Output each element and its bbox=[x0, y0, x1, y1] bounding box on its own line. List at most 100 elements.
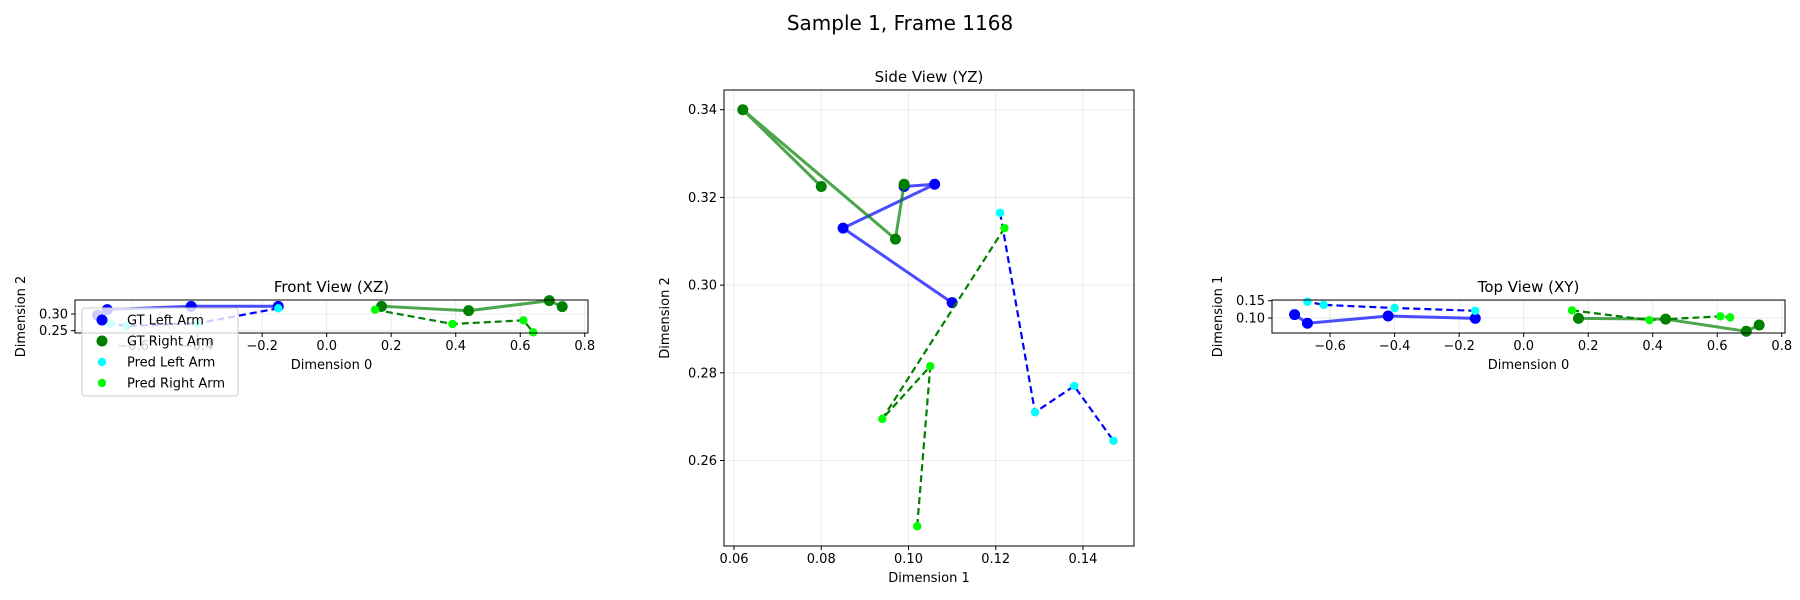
side-view-pred-right-arm-line bbox=[881, 227, 1006, 527]
front-view-pred-right-arm-line bbox=[374, 308, 535, 333]
side-view-pred-left-arm-point bbox=[1109, 436, 1118, 445]
legend-label-gt-left-arm: GT Left Arm bbox=[127, 314, 204, 329]
front-view-gt-right-arm-line bbox=[381, 299, 563, 313]
side-view-pred-right-arm-point bbox=[1000, 223, 1009, 233]
top-view-gt-left-arm-point bbox=[1301, 317, 1313, 329]
front-view-xtick-label: 0.2 bbox=[381, 339, 402, 354]
legend: GT Left Arm GT Right Arm Pred Left Arm Pred… bbox=[81, 307, 239, 397]
side-view-ytick-label: 0.30 bbox=[688, 279, 717, 294]
figure-title: Sample 1, Frame 1168 bbox=[787, 11, 1013, 35]
side-view-title: Side View (YZ) bbox=[875, 68, 984, 86]
top-view-ytick-label: 0.15 bbox=[1236, 294, 1265, 309]
side-view-gt-right-arm-point bbox=[737, 104, 749, 116]
side-view-panel: 0.06 0.08 0.10 0.12 0.14 0.26 0.28 0.30 0.32 0.34… bbox=[658, 68, 1135, 586]
top-view-gt-right-arm-point bbox=[1573, 312, 1585, 324]
side-view-axes-frame bbox=[723, 89, 1135, 547]
top-view-gt-right-arm-point bbox=[1740, 325, 1752, 337]
side-view-gt-right-arm-point bbox=[815, 180, 827, 192]
side-view-gt-left-arm-point bbox=[929, 178, 941, 190]
top-view-title: Top View (XY) bbox=[1477, 278, 1580, 296]
top-view-ytick-label: 0.10 bbox=[1236, 312, 1265, 327]
top-view-gt-right-arm-point bbox=[1753, 319, 1765, 331]
side-view-ytick-label: 0.26 bbox=[688, 454, 717, 469]
front-view-gt-right-arm-point bbox=[463, 305, 475, 317]
front-view-xlabel: Dimension 0 bbox=[291, 358, 373, 373]
legend-marker-gt-right-arm bbox=[96, 335, 108, 347]
top-view-gt-left-arm-point bbox=[1382, 310, 1394, 322]
side-view-ytick-label: 0.32 bbox=[688, 191, 717, 206]
side-view-xtick-label: 0.06 bbox=[720, 552, 749, 567]
side-view-gt-right-arm-point bbox=[898, 178, 910, 190]
top-view-xtick-label: −0.4 bbox=[1379, 339, 1411, 354]
side-view-xtick-label: 0.12 bbox=[981, 552, 1010, 567]
top-view-xtick-label: 0.2 bbox=[1578, 339, 1599, 354]
front-view-xtick-label: 0.0 bbox=[316, 339, 337, 354]
front-view-title: Front View (XZ) bbox=[274, 278, 389, 296]
side-view-pred-right-arm-point bbox=[913, 522, 922, 531]
front-view-gt-right-arm-point bbox=[543, 295, 555, 307]
front-view-pred-left-arm-point bbox=[274, 304, 283, 313]
top-view-xtick-label: 0.4 bbox=[1642, 339, 1663, 354]
top-view-pred-right-arm-point bbox=[1725, 313, 1735, 322]
side-view-pred-left-arm-line bbox=[999, 212, 1115, 442]
top-view-panel: −0.6 −0.4 −0.2 0.0 0.2 0.4 0.6 0.8 0.10 0.15 Top V… bbox=[1211, 276, 1792, 373]
front-view-gt-right-arm-point bbox=[556, 301, 568, 313]
top-view-pred-right-arm-line bbox=[1571, 309, 1731, 322]
front-view-pred-right-arm-point bbox=[370, 305, 380, 314]
top-view-pred-left-arm-line bbox=[1307, 300, 1476, 312]
top-view-axes-frame bbox=[1271, 299, 1786, 334]
side-view-pred-right-arm-point bbox=[926, 362, 935, 371]
legend-marker-gt-left-arm bbox=[96, 314, 108, 326]
top-view-xtick-label: −0.2 bbox=[1443, 339, 1475, 354]
side-view-xtick-label: 0.10 bbox=[894, 552, 923, 567]
top-view-gt-right-arm-line bbox=[1578, 316, 1760, 333]
top-view-ylabel: Dimension 1 bbox=[1211, 276, 1226, 358]
top-view-gt-left-arm-point bbox=[1469, 312, 1481, 324]
side-view-ytick-label: 0.28 bbox=[688, 366, 717, 381]
side-view-gt-left-arm-point bbox=[837, 222, 849, 234]
side-view-pred-right-arm-point bbox=[878, 414, 887, 424]
legend-box bbox=[81, 307, 239, 397]
top-view-pred-left-arm-point bbox=[1319, 300, 1328, 310]
top-view-xtick-label: 0.0 bbox=[1513, 339, 1534, 354]
legend-label-gt-right-arm: GT Right Arm bbox=[127, 335, 214, 350]
front-view-pred-right-arm-point bbox=[528, 328, 538, 337]
front-view-axes-frame bbox=[74, 299, 589, 334]
top-view-pred-right-arm-point bbox=[1567, 306, 1577, 315]
side-view-pred-left-arm-point bbox=[1030, 408, 1040, 417]
top-view-xtick-label: 0.8 bbox=[1771, 339, 1792, 354]
side-view-gt-right-arm-line bbox=[741, 108, 906, 241]
front-view-ylabel: Dimension 2 bbox=[14, 276, 29, 358]
side-view-xlabel: Dimension 1 bbox=[888, 571, 970, 586]
front-view-ytick-label: 0.25 bbox=[39, 324, 68, 339]
top-view-gt-left-arm-line bbox=[1293, 313, 1476, 325]
side-view-pred-left-arm-point bbox=[995, 208, 1005, 217]
top-view-pred-right-arm-point bbox=[1645, 315, 1654, 325]
top-view-gt-left-arm-point bbox=[1289, 309, 1301, 321]
legend-label-pred-left-arm: Pred Left Arm bbox=[127, 356, 215, 371]
side-view-gt-left-arm-line bbox=[841, 182, 953, 304]
front-view-pred-right-arm-point bbox=[519, 316, 528, 325]
top-view-xlabel: Dimension 0 bbox=[1488, 358, 1570, 373]
front-view-xtick-label: −0.2 bbox=[246, 339, 278, 354]
legend-marker-pred-left-arm bbox=[97, 357, 107, 367]
side-view-ylabel: Dimension 2 bbox=[658, 277, 673, 359]
front-view-xtick-label: 0.6 bbox=[510, 339, 531, 354]
top-view-xtick-label: 0.6 bbox=[1707, 339, 1728, 354]
top-view-xtick-label: −0.6 bbox=[1314, 339, 1346, 354]
top-view-pred-left-arm-point bbox=[1471, 306, 1480, 315]
front-view-xtick-label: 0.8 bbox=[574, 339, 595, 354]
top-view-pred-right-arm-point bbox=[1716, 312, 1725, 321]
front-view-pred-right-arm-point bbox=[448, 319, 457, 329]
top-view-pred-left-arm-point bbox=[1390, 303, 1399, 313]
front-view-xtick-label: 0.4 bbox=[445, 339, 466, 354]
side-view-gt-right-arm-point bbox=[889, 233, 901, 245]
side-view-xtick-label: 0.08 bbox=[807, 552, 836, 567]
top-view-pred-left-arm-point bbox=[1303, 297, 1312, 306]
legend-marker-pred-right-arm bbox=[97, 378, 107, 388]
legend-label-pred-right-arm: Pred Right Arm bbox=[127, 377, 225, 392]
side-view-pred-left-arm-point bbox=[1070, 381, 1079, 391]
side-view-xtick-label: 0.14 bbox=[1068, 552, 1097, 567]
front-view-ytick-label: 0.30 bbox=[39, 308, 68, 323]
